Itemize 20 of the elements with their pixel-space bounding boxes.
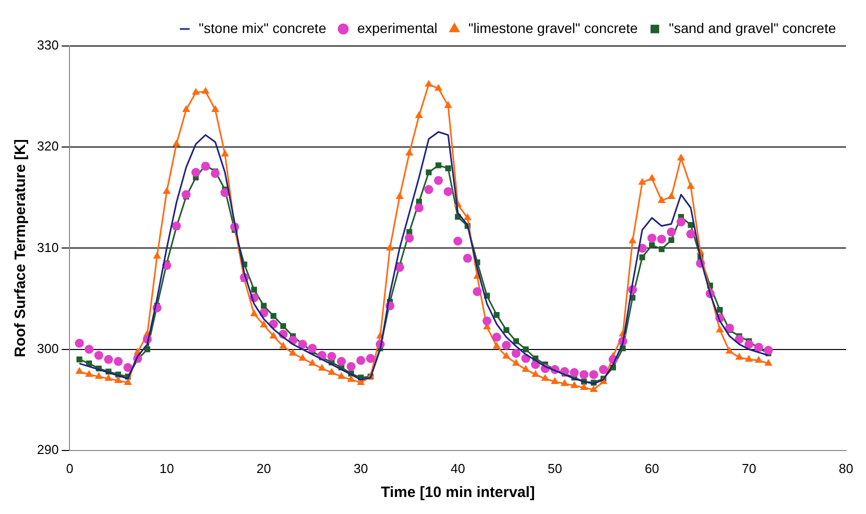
x-tick-label: 70 <box>742 460 756 476</box>
legend-label: "limestone gravel" concrete <box>468 20 638 36</box>
legend-label: experimental <box>357 20 438 36</box>
y-tick-label: 330 <box>36 38 59 53</box>
x-tick-label: 50 <box>548 460 562 476</box>
x-tick-label: 20 <box>256 460 271 476</box>
x-tick-label: 10 <box>159 460 174 476</box>
x-axis-title: Time [10 min interval] <box>380 484 535 502</box>
y-tick-label: 310 <box>36 240 59 255</box>
x-tick-label: 80 <box>838 460 854 476</box>
x-tick-label: 30 <box>354 460 368 476</box>
legend-label: "sand and gravel" concrete <box>668 20 836 36</box>
x-tick-label: 0 <box>66 460 74 476</box>
x-tick-label: 40 <box>450 460 466 476</box>
y-tick-label: 320 <box>36 138 59 154</box>
y-tick-label: 300 <box>36 340 59 356</box>
x-tick-label: 60 <box>644 460 660 476</box>
y-axis-title: Roof Surface Termperature [K] <box>12 139 30 358</box>
y-tick-label: 290 <box>36 442 59 457</box>
legend-label: "stone mix" concrete <box>198 20 326 36</box>
